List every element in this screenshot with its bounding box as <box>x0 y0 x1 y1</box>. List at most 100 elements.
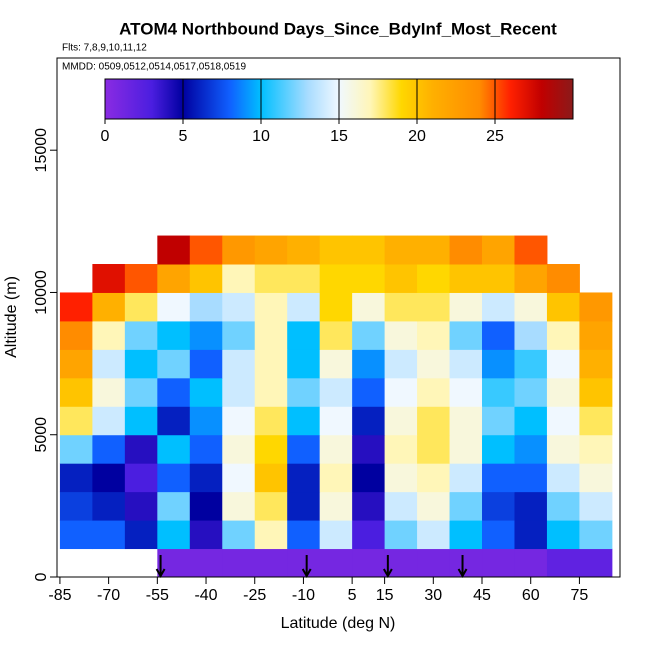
heat-cell <box>449 406 483 436</box>
heat-cell <box>449 463 483 493</box>
heat-cell <box>189 548 223 578</box>
heat-cell <box>417 520 451 550</box>
arrow-head <box>457 568 468 579</box>
arrow-marker <box>457 555 468 579</box>
heat-cell <box>287 434 321 464</box>
heat-cell <box>319 434 353 464</box>
heat-cell <box>352 491 386 521</box>
heat-cell <box>514 349 548 379</box>
heat-cell <box>287 463 321 493</box>
x-tick-label: 75 <box>571 587 589 604</box>
heat-cell <box>352 434 386 464</box>
heat-cell <box>514 292 548 322</box>
heat-cell <box>222 434 256 464</box>
heat-cell <box>319 463 353 493</box>
x-tick-label: -40 <box>194 587 217 604</box>
colorbar-tick-label: 5 <box>179 128 188 145</box>
heat-cell <box>352 349 386 379</box>
heat-cell <box>384 463 418 493</box>
heat-cell <box>579 292 613 322</box>
heat-cell <box>449 349 483 379</box>
heat-cell <box>417 349 451 379</box>
heat-cell <box>384 320 418 350</box>
heat-cell <box>189 463 223 493</box>
heat-cell <box>514 320 548 350</box>
heat-cell <box>157 320 191 350</box>
heat-cell <box>92 320 126 350</box>
heat-cell <box>157 349 191 379</box>
arrow-head <box>301 568 312 579</box>
colorbar-tick-label: 15 <box>330 128 348 145</box>
heat-cell <box>319 292 353 322</box>
subtitle: Flts: 7,8,9,10,11,12 <box>62 43 147 54</box>
heat-cell <box>254 349 288 379</box>
heat-cell <box>59 406 93 436</box>
heat-cell <box>319 491 353 521</box>
heat-cell <box>92 434 126 464</box>
heat-cell <box>384 264 418 293</box>
heat-cell <box>59 377 93 407</box>
heat-cell <box>254 434 288 464</box>
heat-cell <box>417 491 451 521</box>
heat-cell <box>287 406 321 436</box>
heat-cell <box>254 491 288 521</box>
heat-cell <box>417 463 451 493</box>
plot-frame <box>56 57 621 578</box>
y-axis-label: Altitude (m) <box>3 276 20 358</box>
heat-cell <box>514 491 548 521</box>
heat-cell <box>482 548 515 578</box>
heat-cell <box>157 434 191 464</box>
heat-cell <box>482 264 515 293</box>
heat-cell <box>319 377 353 407</box>
heat-cell <box>384 349 418 379</box>
heat-cell <box>189 520 223 550</box>
heat-cell <box>287 377 321 407</box>
heat-cell <box>449 491 483 521</box>
heat-cell <box>92 349 126 379</box>
heat-cell <box>417 292 451 322</box>
heat-cell <box>59 434 93 464</box>
heat-cell <box>546 520 580 550</box>
heat-cell <box>449 320 483 350</box>
heat-cell <box>352 292 386 322</box>
annotation: MMDD: 0509,0512,0514,0517,0518,0519 <box>62 62 246 73</box>
x-tick-label: 45 <box>473 587 491 604</box>
heat-cell <box>157 463 191 493</box>
heat-cell <box>222 320 256 350</box>
heat-cell <box>352 406 386 436</box>
x-axis-label: Latitude (deg N) <box>281 615 396 632</box>
heat-cell <box>124 377 158 407</box>
heat-cell <box>514 264 548 293</box>
heat-cell <box>254 377 288 407</box>
x-tick-label: -25 <box>243 587 266 604</box>
arrow-marker <box>382 555 393 579</box>
heat-cell <box>222 520 256 550</box>
heat-cell <box>59 491 93 521</box>
heat-cell <box>222 264 256 293</box>
heat-cell <box>449 377 483 407</box>
heat-cell <box>579 520 613 550</box>
heat-cell <box>579 406 613 436</box>
colorbar-tick-label: 20 <box>408 128 426 145</box>
heat-cell <box>579 491 613 521</box>
y-tick-label: 0 <box>33 572 50 581</box>
heat-cell <box>124 264 158 293</box>
heat-cell <box>579 434 613 464</box>
heat-cell <box>189 235 223 265</box>
heat-cell <box>482 377 515 407</box>
heat-cell <box>546 349 580 379</box>
heat-cell <box>92 292 126 322</box>
heat-cell <box>222 406 256 436</box>
heat-cell <box>157 264 191 293</box>
heat-cell <box>222 548 256 578</box>
x-tick-label: -85 <box>48 587 71 604</box>
x-tick-label: 60 <box>522 587 540 604</box>
heat-cell <box>384 292 418 322</box>
heat-cell <box>546 292 580 322</box>
heat-cell <box>222 491 256 521</box>
heat-cell <box>157 377 191 407</box>
heat-cell <box>482 434 515 464</box>
heat-cell <box>482 491 515 521</box>
heat-cell <box>222 292 256 322</box>
heat-cell <box>514 406 548 436</box>
